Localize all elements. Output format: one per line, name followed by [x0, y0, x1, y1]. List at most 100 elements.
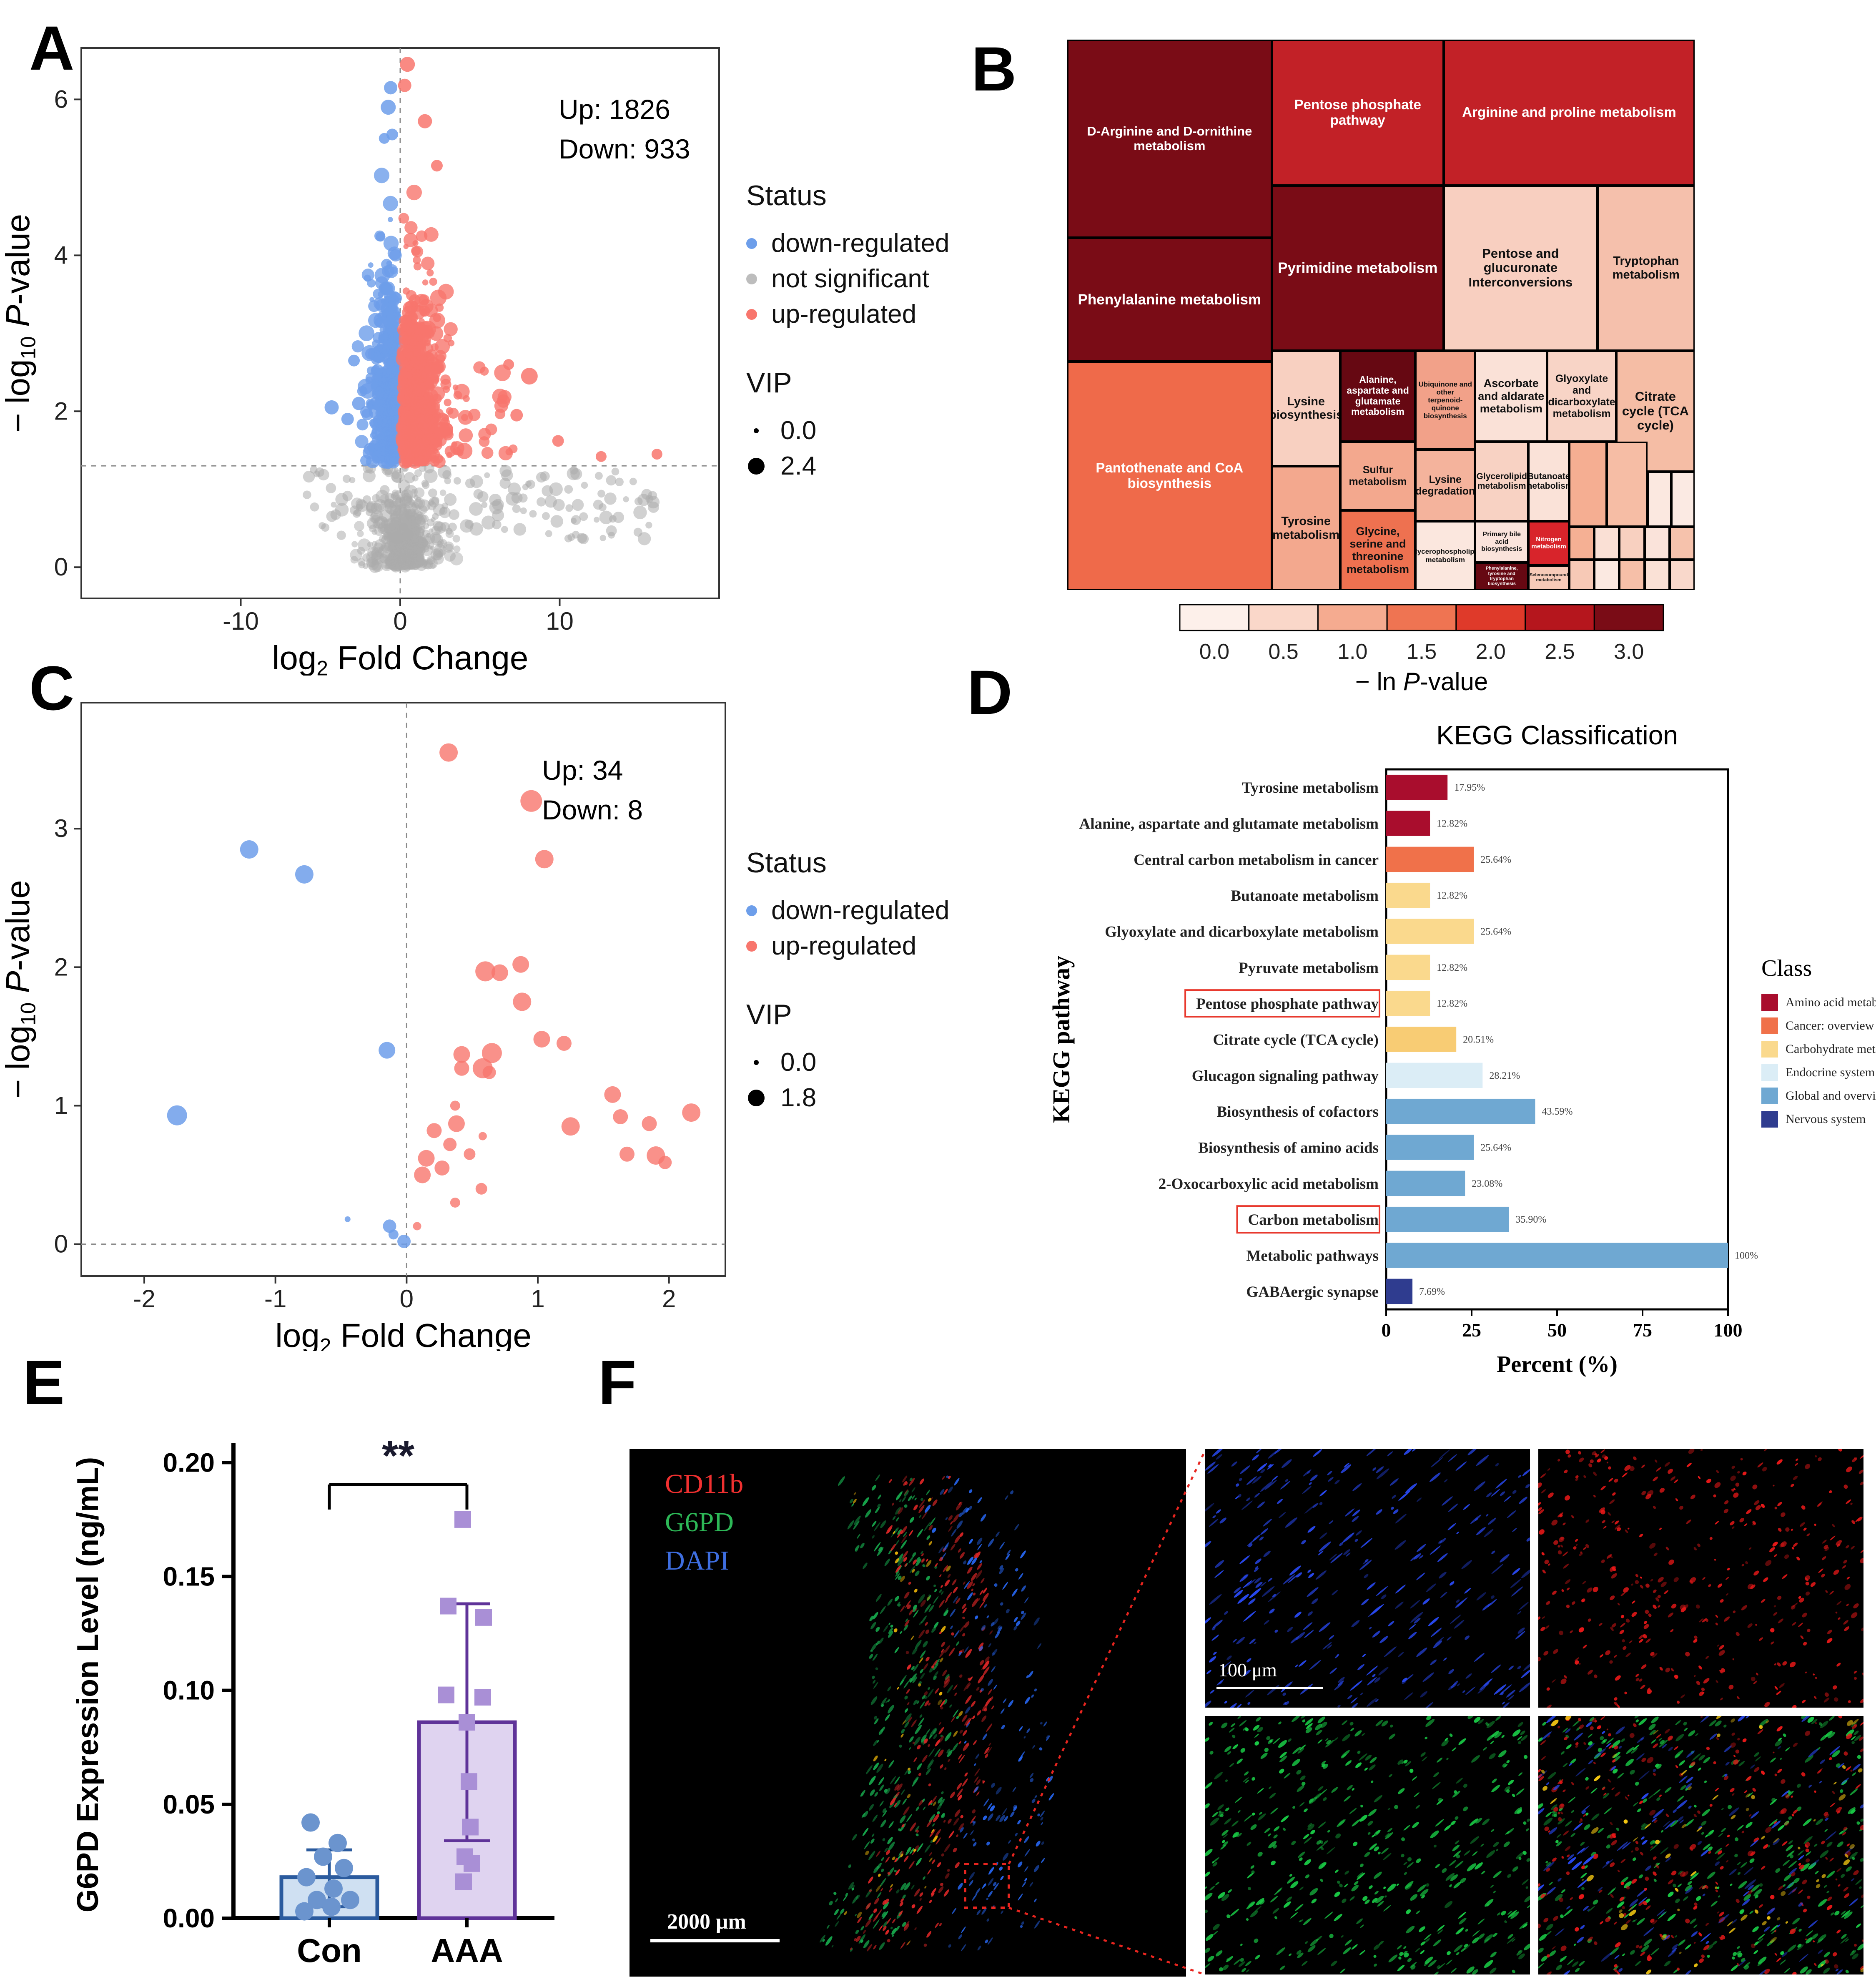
svg-text:Down: 933: Down: 933 [559, 133, 690, 164]
panel-label-f: F [598, 1347, 637, 1417]
scatter-point [512, 956, 529, 973]
group-label: AAA [431, 1932, 503, 1969]
scatter-point [344, 1216, 351, 1222]
treemap-cell: Phenylalanine, tyrosine and tryptophan b… [1475, 563, 1529, 590]
microscopy-dapi-image: 100 μm [1205, 1449, 1530, 1708]
colorbar-segment [1317, 604, 1388, 631]
data-point [438, 1686, 454, 1703]
panel-label-b: B [971, 34, 1017, 104]
kegg-bar [1386, 1171, 1465, 1196]
scatter-point [450, 1100, 460, 1111]
scatter-point [453, 1046, 470, 1063]
points-down-regulated [324, 81, 405, 469]
kegg-bar [1386, 1027, 1457, 1052]
svg-text:0.5: 0.5 [1268, 640, 1298, 664]
colorbar-segment [1455, 604, 1526, 631]
kegg-bar [1386, 1279, 1413, 1304]
svg-text:0.10: 0.10 [163, 1676, 215, 1706]
kegg-bar-value: 20.51% [1463, 1035, 1494, 1045]
points-up-regulated [395, 57, 662, 469]
scatter-point [388, 1229, 399, 1240]
scatter-point [682, 1103, 701, 1122]
scatter-point [619, 1146, 635, 1162]
treemap-cell: Nitrogen metabolism [1528, 521, 1569, 565]
overlap-speckles [844, 1492, 963, 1945]
treemap-cell [1619, 527, 1645, 560]
data-point [324, 1879, 343, 1898]
microscopy-main-image: CD11b G6PD DAPI 2000 μm [630, 1449, 1186, 1977]
colorbar-segment [1525, 604, 1595, 631]
legend-size-dot-icon [748, 1089, 765, 1106]
panel-label-d: D [967, 657, 1013, 727]
legend-swatch-icon [1761, 1041, 1778, 1058]
legend-swatch-icon [1761, 1017, 1778, 1034]
panel-label-e: E [23, 1347, 65, 1417]
treemap-cell: Ascorbate and aldarate metabolism [1475, 350, 1547, 442]
treemap-cell [1594, 527, 1620, 560]
kegg-bar-value: 43.59% [1542, 1106, 1573, 1117]
kegg-bar [1386, 990, 1430, 1016]
legend-vip-item: 2.4 [746, 451, 1063, 481]
treemap-cell: Glyoxylate and dicarboxylate metabolism [1547, 350, 1616, 442]
svg-text:10: 10 [546, 607, 574, 635]
g6pd-bar-chart: 0.00 0.05 0.10 0.15 0.20 G6PD Expression Leve… [71, 1432, 554, 1969]
svg-text:2.5: 2.5 [1545, 640, 1575, 664]
legend-class-item: Endocrine system [1761, 1064, 1876, 1081]
scatter-point [418, 1150, 435, 1167]
svg-text:− log10 P-value: − log10 P-value [0, 880, 40, 1098]
treemap-cell: Lysine degradation [1415, 450, 1475, 521]
scatter-point [482, 1043, 502, 1063]
legend-status-title: Status [746, 847, 827, 879]
data-point [335, 1859, 353, 1877]
legend-item: down-regulated [746, 896, 1063, 925]
treemap-cell: Selenocompound metabolism [1528, 565, 1569, 590]
kegg-bar-label: 2-Oxocarboxylic acid metabolism [1159, 1176, 1379, 1193]
svg-text:2: 2 [54, 953, 68, 981]
scale-bar-label: 100 μm [1218, 1659, 1277, 1681]
kegg-bar-value: 12.82% [1437, 998, 1467, 1009]
g6pd-speckles [820, 1474, 960, 1952]
kegg-bar-value: 25.64% [1480, 854, 1511, 865]
scatter-point [434, 1160, 450, 1176]
kegg-bar-value: 100% [1735, 1251, 1758, 1261]
treemap-cell: Glycerophospholipid metabolism [1415, 521, 1475, 590]
legend-item: not significant [746, 264, 1063, 294]
treemap-cell [1569, 560, 1595, 590]
cd11b-speckles [1538, 1716, 1863, 1974]
cd11b-speckles [850, 1475, 994, 1952]
svg-text:-10: -10 [223, 607, 259, 635]
treemap-cell: Sulfur metabolism [1340, 441, 1416, 510]
kegg-bar-label: Metabolic pathways [1246, 1248, 1379, 1265]
treemap-cell: Butanoate metabolism [1528, 441, 1569, 521]
kegg-bar-label: Pentose phosphate pathway [1196, 995, 1379, 1012]
kegg-bar-label: Biosynthesis of cofactors [1217, 1103, 1379, 1120]
significance-stars: ** [382, 1432, 414, 1479]
kegg-bar-value: 12.82% [1437, 819, 1467, 829]
legend-class-item: Amino acid metabolism [1761, 994, 1876, 1011]
dapi-speckles [1538, 1716, 1863, 1974]
volcano-plot-a: -10 0 10 0 2 4 6 log2 Fold Change − log10 P-valu… [0, 47, 720, 676]
kegg-bar-value: 25.64% [1480, 1143, 1511, 1153]
treemap-cell: Pentose phosphate pathway [1272, 40, 1444, 186]
points-down-regulated [167, 840, 411, 1248]
legend-vip-title: VIP [746, 999, 792, 1030]
treemap-cell: Tryptophan metabolism [1597, 185, 1695, 351]
scatter-point [535, 850, 554, 869]
kegg-bar [1386, 774, 1448, 800]
legend-size-dot-icon [754, 1060, 759, 1065]
scatter-point [167, 1105, 187, 1125]
treemap-b: D-Arginine and D-ornithine metabolism Phe… [1067, 40, 1695, 590]
svg-text:Up: 1826: Up: 1826 [559, 94, 670, 125]
highlight-box [1236, 1205, 1380, 1234]
scatter-point [240, 840, 258, 859]
kegg-bar-value: 23.08% [1472, 1178, 1502, 1189]
scatter-point [379, 1042, 396, 1059]
data-point [297, 1868, 316, 1887]
legend-dot-icon [746, 905, 757, 916]
svg-text:KEGG Classification: KEGG Classification [1436, 720, 1678, 750]
kegg-bar-value: 17.95% [1454, 782, 1485, 793]
microscopy-merge-image [1538, 1716, 1863, 1974]
svg-text:0.15: 0.15 [163, 1561, 215, 1591]
legend-class-item: Global and overview maps [1761, 1088, 1876, 1104]
legend-swatch-icon [1761, 1111, 1778, 1128]
